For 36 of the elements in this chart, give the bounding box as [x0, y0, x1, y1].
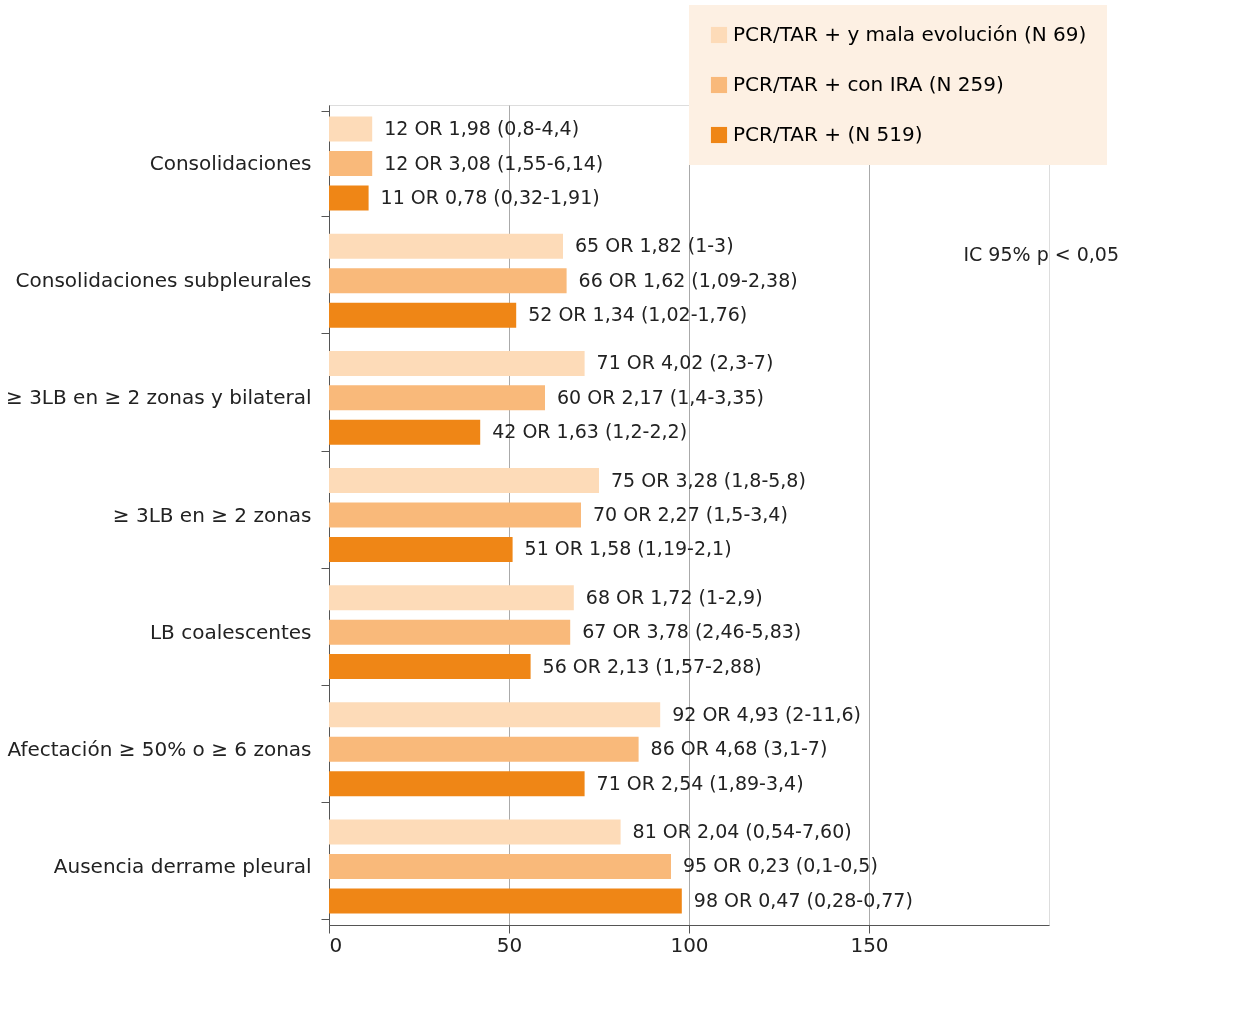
data-label: 71 OR 2,54 (1,89-3,4) [596, 771, 804, 794]
x-tick-label: 50 [496, 932, 523, 957]
data-label: 81 OR 2,04 (0,54-7,60) [632, 819, 852, 842]
data-label: 86 OR 4,68 (3,1-7) [650, 737, 828, 760]
legend-label: PCR/TAR + (N 519) [733, 122, 923, 146]
legend-label: PCR/TAR + y mala evolución (N 69) [733, 22, 1087, 46]
data-label: 68 OR 1,72 (1-2,9) [585, 585, 763, 608]
data-label: 11 OR 0,78 (0,32-1,91) [380, 186, 600, 209]
data-label: 65 OR 1,82 (1-3) [575, 234, 734, 257]
x-tick-label: 100 [670, 932, 709, 957]
data-label: 75 OR 3,28 (1,8-5,8) [611, 468, 806, 491]
data-label: 95 OR 0,23 (0,1-0,5) [683, 854, 878, 877]
data-label: 42 OR 1,63 (1,2-2,2) [492, 420, 688, 443]
y-tick-label: Afectación ≥ 50% o ≥ 6 zonas [7, 736, 312, 761]
data-label: 66 OR 1,62 (1,09-2,38) [578, 268, 798, 291]
y-tick-label: Consolidaciones [149, 151, 312, 176]
data-label: 67 OR 3,78 (2,46-5,83) [582, 620, 802, 643]
x-tick-label: 0 [329, 932, 343, 957]
data-label: 71 OR 4,02 (2,3-7) [596, 351, 774, 374]
y-tick-label: ≥ 3LB en ≥ 2 zonas [112, 502, 312, 527]
y-tick-label: ≥ 3LB en ≥ 2 zonas y bilateral [6, 385, 312, 410]
data-label: 52 OR 1,34 (1,02-1,76) [528, 303, 748, 326]
data-label: 12 OR 3,08 (1,55-6,14) [384, 151, 604, 174]
data-label: 60 OR 2,17 (1,4-3,35) [557, 385, 764, 408]
legend-label: PCR/TAR + con IRA (N 259) [733, 72, 1004, 96]
data-label: 56 OR 2,13 (1,57-2,88) [542, 654, 762, 677]
x-tick-label: 150 [850, 932, 889, 957]
annotation: IC 95% p < 0,05 [963, 243, 1119, 265]
data-label: 12 OR 1,98 (0,8-4,4) [384, 117, 580, 140]
data-label: 92 OR 4,93 (2-11,6) [672, 702, 862, 725]
data-label: 51 OR 1,58 (1,19-2,1) [524, 537, 732, 560]
y-tick-label: Ausencia derrame pleural [53, 853, 312, 878]
y-tick-label: LB coalescentes [149, 619, 312, 644]
data-label: 98 OR 0,47 (0,28-0,77) [693, 888, 913, 911]
y-tick-label: Consolidaciones subpleurales [15, 268, 312, 293]
data-label: 70 OR 2,27 (1,5-3,4) [593, 503, 788, 525]
